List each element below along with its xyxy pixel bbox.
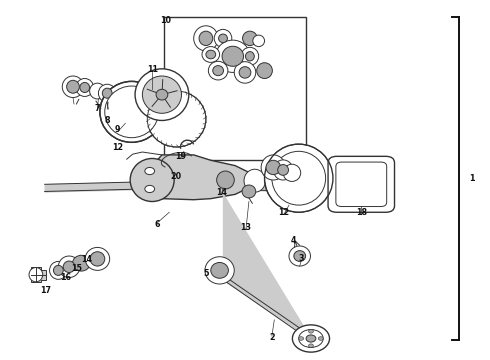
- Ellipse shape: [283, 164, 301, 181]
- Ellipse shape: [222, 46, 244, 66]
- Ellipse shape: [76, 78, 94, 96]
- Ellipse shape: [98, 84, 116, 102]
- Ellipse shape: [143, 76, 181, 113]
- Text: 7: 7: [95, 104, 100, 113]
- Text: 9: 9: [114, 125, 120, 134]
- Ellipse shape: [219, 34, 227, 42]
- Ellipse shape: [53, 265, 63, 275]
- Ellipse shape: [265, 144, 333, 212]
- Ellipse shape: [257, 63, 272, 78]
- Polygon shape: [31, 267, 46, 282]
- Text: 4: 4: [291, 237, 296, 246]
- Ellipse shape: [145, 185, 155, 193]
- Text: 14: 14: [216, 188, 227, 197]
- Text: 12: 12: [278, 208, 290, 217]
- Ellipse shape: [234, 62, 256, 83]
- Text: 17: 17: [40, 286, 51, 295]
- Text: 16: 16: [60, 273, 71, 282]
- Ellipse shape: [272, 151, 326, 205]
- Bar: [164, 17, 306, 160]
- Ellipse shape: [62, 76, 84, 98]
- Ellipse shape: [299, 337, 304, 340]
- Ellipse shape: [241, 47, 259, 65]
- Ellipse shape: [49, 261, 67, 279]
- Text: 5: 5: [203, 269, 209, 278]
- Ellipse shape: [206, 50, 216, 59]
- Ellipse shape: [147, 91, 206, 147]
- Ellipse shape: [105, 86, 159, 138]
- Ellipse shape: [29, 267, 43, 282]
- Ellipse shape: [205, 257, 234, 284]
- Text: 8: 8: [104, 116, 110, 125]
- Ellipse shape: [217, 171, 234, 189]
- Ellipse shape: [306, 335, 316, 342]
- Text: 11: 11: [147, 65, 158, 74]
- Ellipse shape: [266, 160, 281, 175]
- Text: 6: 6: [154, 220, 160, 229]
- Ellipse shape: [63, 261, 75, 273]
- Ellipse shape: [243, 31, 257, 45]
- Ellipse shape: [211, 262, 228, 278]
- Ellipse shape: [73, 255, 90, 271]
- Polygon shape: [145, 155, 250, 200]
- Text: 19: 19: [175, 152, 186, 161]
- Ellipse shape: [90, 83, 105, 99]
- Ellipse shape: [239, 67, 251, 78]
- Text: 3: 3: [298, 255, 304, 264]
- Ellipse shape: [58, 256, 80, 278]
- Ellipse shape: [194, 26, 218, 51]
- Ellipse shape: [100, 81, 163, 142]
- Ellipse shape: [244, 169, 266, 192]
- Ellipse shape: [245, 51, 254, 61]
- Text: 2: 2: [269, 333, 275, 342]
- Ellipse shape: [135, 69, 189, 121]
- Ellipse shape: [156, 89, 168, 100]
- Ellipse shape: [309, 344, 314, 347]
- Ellipse shape: [318, 337, 323, 340]
- Text: 13: 13: [241, 223, 251, 232]
- Ellipse shape: [309, 329, 314, 333]
- Ellipse shape: [253, 35, 265, 46]
- Ellipse shape: [67, 80, 79, 93]
- Ellipse shape: [278, 165, 289, 175]
- Ellipse shape: [130, 158, 174, 202]
- Ellipse shape: [261, 155, 286, 180]
- Ellipse shape: [216, 40, 250, 72]
- Text: 18: 18: [356, 208, 367, 217]
- Ellipse shape: [199, 31, 213, 45]
- Ellipse shape: [85, 247, 110, 270]
- Text: 1: 1: [469, 174, 475, 183]
- FancyBboxPatch shape: [328, 156, 394, 212]
- Ellipse shape: [214, 30, 232, 47]
- Ellipse shape: [299, 329, 323, 347]
- Ellipse shape: [208, 61, 228, 80]
- Ellipse shape: [145, 167, 155, 175]
- Text: 15: 15: [71, 264, 82, 273]
- Ellipse shape: [273, 160, 293, 180]
- Text: 14: 14: [81, 255, 92, 264]
- Ellipse shape: [202, 46, 220, 62]
- Text: 10: 10: [160, 16, 172, 25]
- Ellipse shape: [213, 66, 223, 76]
- Ellipse shape: [80, 82, 90, 93]
- Ellipse shape: [90, 252, 105, 266]
- Ellipse shape: [289, 246, 311, 266]
- Ellipse shape: [294, 251, 306, 261]
- Text: 12: 12: [112, 143, 123, 152]
- Ellipse shape: [102, 88, 112, 98]
- Ellipse shape: [242, 185, 256, 198]
- Ellipse shape: [293, 325, 330, 352]
- Text: 20: 20: [170, 172, 181, 181]
